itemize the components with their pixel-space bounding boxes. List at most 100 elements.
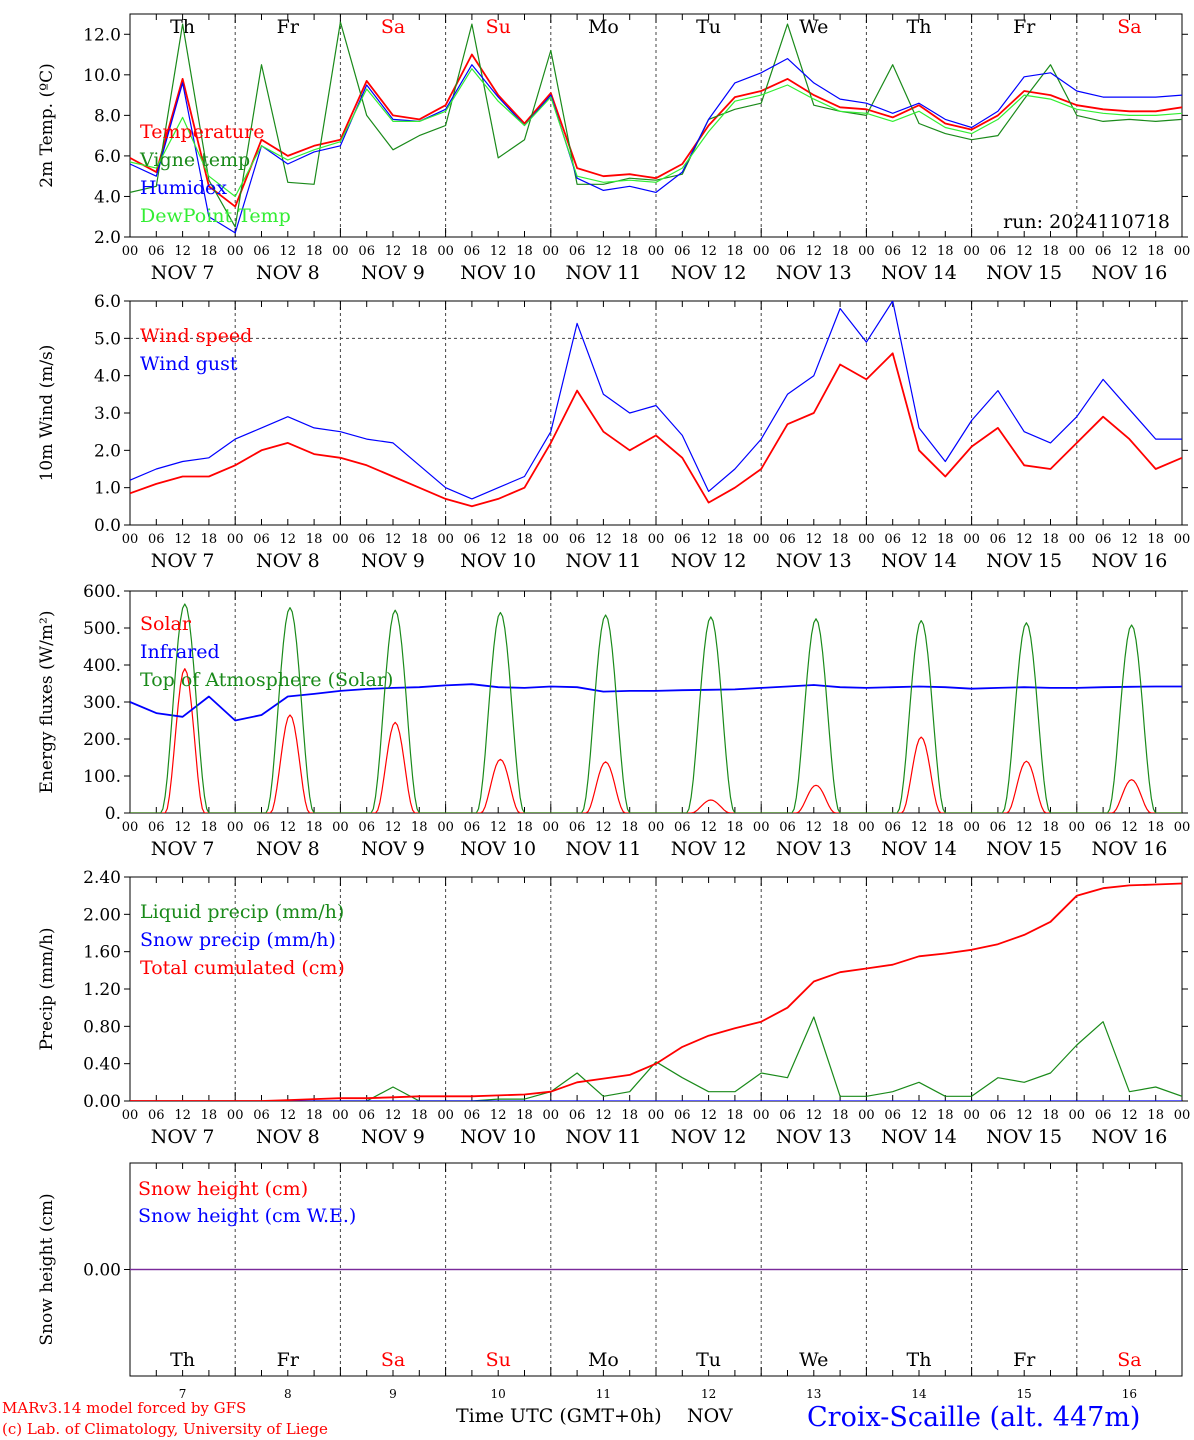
hour-tick-label: 12 [490, 532, 507, 547]
hour-tick-label: 18 [1042, 1108, 1059, 1123]
hour-tick-label: 12 [1121, 244, 1138, 259]
y-axis-label: Energy fluxes (W/m²) [37, 611, 57, 794]
date-number-label: 11 [596, 1387, 611, 1401]
date-number-label: 12 [701, 1387, 716, 1401]
hour-tick-label: 18 [621, 532, 638, 547]
y-tick-label: 0.80 [83, 1017, 121, 1037]
hour-tick-label: 12 [806, 532, 823, 547]
hour-tick-label: 06 [674, 532, 691, 547]
y-tick-label: 6.0 [94, 147, 121, 167]
hour-tick-label: 06 [569, 820, 586, 835]
weekday-label: Fr [1013, 16, 1036, 38]
series-line [130, 21, 1182, 228]
legend-entry: Liquid precip (mm/h) [140, 901, 344, 923]
hour-tick-label: 12 [280, 532, 297, 547]
y-tick-label: 1.60 [83, 943, 121, 963]
date-label: NOV 14 [881, 550, 957, 572]
hour-tick-label: 18 [1147, 532, 1164, 547]
hour-tick-label: 06 [1095, 244, 1112, 259]
y-tick-label: 0.0 [94, 516, 121, 536]
hour-tick-label: 06 [253, 1108, 270, 1123]
y-tick-label: 400. [83, 656, 121, 676]
hour-tick-label: 06 [464, 244, 481, 259]
weekday-label: Sa [381, 1349, 405, 1371]
hour-tick-label: 18 [306, 244, 323, 259]
hour-tick-label: 00 [437, 1108, 454, 1123]
date-label: NOV 15 [986, 1126, 1062, 1148]
hour-tick-label: 00 [1174, 820, 1191, 835]
hour-tick-label: 18 [727, 820, 744, 835]
legend-entry: DewPoint Temp [140, 205, 291, 227]
hour-tick-label: 18 [201, 244, 218, 259]
hour-tick-label: 00 [543, 820, 560, 835]
y-tick-label: 0.00 [83, 1261, 121, 1281]
date-label: NOV 7 [151, 838, 215, 860]
date-label: NOV 10 [460, 262, 536, 284]
series-line [130, 1016, 1182, 1101]
hour-tick-label: 06 [464, 820, 481, 835]
panel-1: 2.0 4.0 6.0 8.0 10.0 12.0 2m Temp. (ºC) 00 06 12 1… [37, 13, 1190, 284]
hour-tick-label: 06 [779, 532, 796, 547]
hour-tick-label: 06 [1095, 1108, 1112, 1123]
hour-tick-label: 06 [990, 532, 1007, 547]
hour-tick-label: 00 [543, 532, 560, 547]
weekday-label: Tu [696, 16, 721, 38]
hour-tick-label: 06 [148, 532, 165, 547]
series-line [130, 68, 1182, 198]
date-label: NOV 8 [256, 262, 320, 284]
weekday-label: We [799, 1349, 828, 1371]
hour-tick-label: 12 [490, 820, 507, 835]
date-number-label: 7 [179, 1387, 187, 1401]
hour-tick-label: 18 [411, 1108, 428, 1123]
weekday-label: Tu [696, 1349, 721, 1371]
date-label: NOV 15 [986, 550, 1062, 572]
y-tick-label: 1.0 [94, 479, 121, 499]
hour-tick-label: 00 [648, 820, 665, 835]
hour-tick-label: 00 [858, 1108, 875, 1123]
y-tick-label: 4.0 [94, 187, 121, 207]
date-label: NOV 16 [1091, 838, 1167, 860]
model-credit-line2: (c) Lab. of Climatology, University of L… [2, 1420, 328, 1438]
hour-tick-label: 00 [122, 532, 139, 547]
panel-5: 0.00 Snow height (cm) Th 7 Fr 8 Sa 9 Su 10 Mo 11 Tu 1… [37, 1162, 1188, 1401]
hour-tick-label: 00 [1174, 532, 1191, 547]
station-name: Croix-Scaille (alt. 447m) [807, 1402, 1140, 1433]
weekday-label: Sa [381, 16, 405, 38]
weekday-label: Su [486, 1349, 511, 1371]
plot-frame [129, 13, 1183, 238]
x-axis-month: NOV [687, 1405, 733, 1427]
hour-tick-label: 18 [832, 820, 849, 835]
hour-tick-label: 06 [779, 820, 796, 835]
hour-tick-label: 18 [516, 532, 533, 547]
date-label: NOV 14 [881, 1126, 957, 1148]
weekday-label: Fr [1013, 1349, 1036, 1371]
y-axis-label: 2m Temp. (ºC) [37, 63, 57, 188]
y-axis-label: Snow height (cm) [37, 1193, 57, 1345]
weekday-label: Mo [588, 1349, 619, 1371]
hour-tick-label: 18 [201, 820, 218, 835]
legend-entry: Humidex [140, 177, 227, 199]
date-label: NOV 9 [361, 1126, 425, 1148]
date-label: NOV 7 [151, 1126, 215, 1148]
date-label: NOV 13 [776, 1126, 852, 1148]
series-line [130, 668, 1182, 813]
hour-tick-label: 00 [122, 820, 139, 835]
hour-tick-label: 12 [700, 1108, 717, 1123]
date-number-label: 15 [1017, 1387, 1032, 1401]
hour-tick-label: 06 [464, 532, 481, 547]
date-label: NOV 11 [565, 262, 641, 284]
hour-tick-label: 06 [358, 820, 375, 835]
legend-entry: Wind speed [140, 325, 252, 347]
hour-tick-label: 18 [306, 820, 323, 835]
hour-tick-label: 18 [306, 532, 323, 547]
date-number-label: 10 [491, 1387, 506, 1401]
hour-tick-label: 18 [1042, 532, 1059, 547]
hour-tick-label: 00 [227, 820, 244, 835]
date-label: NOV 9 [361, 550, 425, 572]
series-line [130, 603, 1182, 813]
hour-tick-label: 06 [1095, 820, 1112, 835]
panel-2: 0.0 1.0 2.0 3.0 4.0 5.0 6.0 10m Wind (m/s) 00 06 1… [37, 292, 1190, 572]
hour-tick-label: 12 [911, 532, 928, 547]
date-label: NOV 9 [361, 262, 425, 284]
hour-tick-label: 00 [1069, 820, 1086, 835]
